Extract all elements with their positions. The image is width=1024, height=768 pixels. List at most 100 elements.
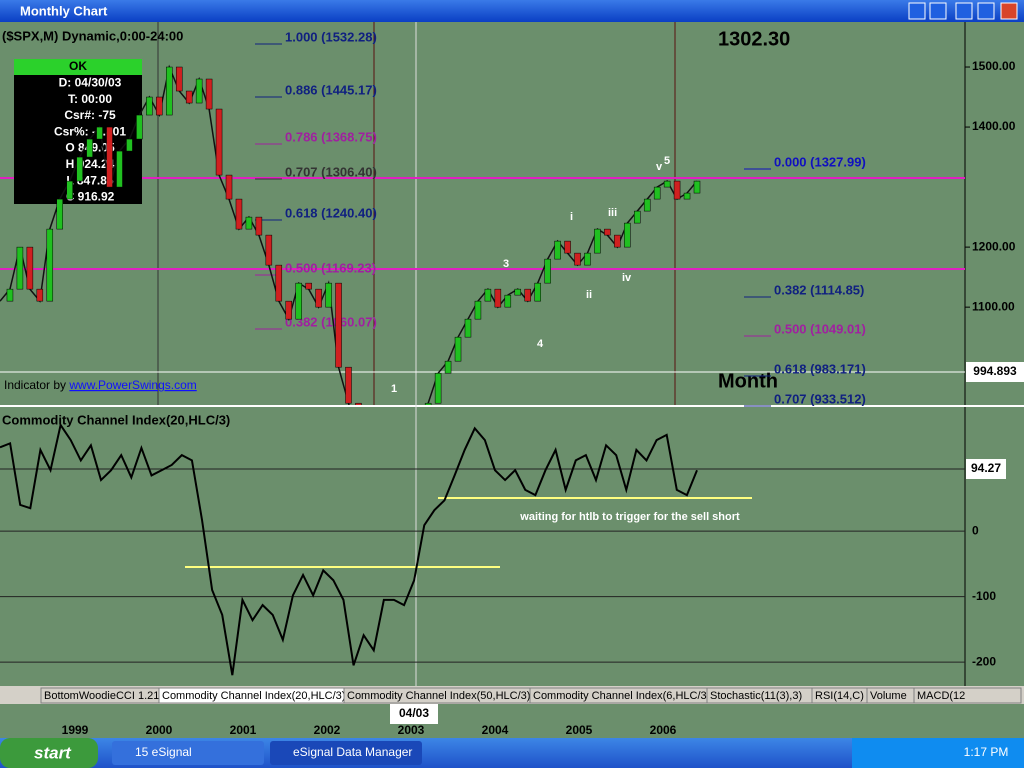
x-tick-label: 2001: [230, 723, 257, 737]
wave-label: 1: [391, 383, 397, 395]
candle: [6, 288, 14, 302]
restore[interactable]: [977, 2, 995, 20]
fib-label: 0.707 (933.512): [774, 391, 866, 406]
candle: [56, 198, 63, 230]
candle: [544, 258, 551, 284]
tab-label[interactable]: Volume: [870, 690, 907, 702]
fib-label: 0.886 (1445.17): [285, 82, 377, 97]
candle: [574, 252, 581, 266]
candle: [255, 216, 263, 236]
y-tick-label: -200: [972, 654, 996, 668]
tab-label[interactable]: MACD(12: [917, 690, 965, 702]
candle: [444, 360, 452, 374]
candle: [235, 198, 243, 230]
close[interactable]: [1000, 2, 1018, 20]
candle: [494, 288, 502, 308]
tab-label[interactable]: Commodity Channel Index(20,HLC/3): [162, 690, 345, 702]
task-label[interactable]: 15 eSignal: [135, 745, 192, 759]
tab-label[interactable]: Stochastic(11(3),3): [710, 690, 802, 702]
candle: [86, 138, 93, 158]
start-button[interactable]: [0, 738, 98, 768]
candle: [315, 288, 322, 308]
tab-label[interactable]: Commodity Channel Index(6,HLC/3): [533, 690, 710, 702]
info-line: Csr%: -1.801: [54, 124, 126, 138]
credit-link[interactable]: www.PowerSwings.com: [68, 378, 196, 392]
candle: [584, 252, 591, 266]
y-tick-label: 1500.00: [972, 59, 1016, 73]
fib-label: 0.618 (983.171): [774, 361, 866, 376]
candle: [683, 192, 691, 200]
candle: [185, 90, 193, 104]
tab-label[interactable]: BottomWoodieCCI 1.21: [44, 690, 159, 702]
cci-line: [0, 422, 698, 676]
candle: [166, 66, 173, 116]
x-tick-label: 1999: [62, 723, 89, 737]
candle: [673, 180, 681, 200]
candle: [634, 210, 641, 224]
fib-label: 0.707 (1306.40): [285, 164, 377, 179]
candle: [26, 246, 34, 290]
fib-label: 0.500 (1049.01): [774, 321, 866, 336]
wave-label: i: [570, 211, 573, 223]
candle: [693, 180, 701, 194]
y-tick-label: 1400.00: [972, 119, 1016, 133]
symbol: ($SPX,M) Dynamic,0:00-24:00: [2, 28, 183, 43]
tab-label[interactable]: RSI(14,C): [815, 690, 864, 702]
annotation: waiting for htlb to trigger for the sell…: [519, 511, 740, 523]
candle: [76, 156, 83, 182]
clock: 1:17 PM: [964, 745, 1009, 759]
candle: [96, 126, 103, 140]
candle: [604, 228, 611, 236]
tab-label[interactable]: Commodity Channel Index(50,HLC/3): [347, 690, 530, 702]
minimize[interactable]: [908, 2, 926, 20]
candle: [464, 318, 472, 338]
window-title: Monthly Chart: [20, 3, 108, 18]
candle: [225, 174, 233, 200]
task-button[interactable]: [270, 741, 422, 765]
y-tick-label: 1100.00: [972, 299, 1015, 313]
candle: [205, 78, 213, 110]
min-inner[interactable]: [955, 2, 973, 20]
wave-label: 4: [537, 338, 544, 350]
task-label[interactable]: eSignal Data Manager: [293, 745, 412, 759]
last-price: 1302.30: [718, 28, 790, 50]
task-button[interactable]: [112, 741, 264, 765]
candle: [195, 78, 203, 104]
x-tick-label: 2002: [314, 723, 341, 737]
candle: [116, 150, 123, 188]
candle: [146, 96, 153, 116]
chart-bg: [0, 22, 1024, 686]
candle: [215, 108, 223, 176]
candle: [653, 186, 661, 200]
candle: [524, 288, 531, 302]
start-label[interactable]: start: [34, 743, 72, 762]
tray: [852, 738, 1024, 768]
x-tick-label: 2006: [650, 723, 677, 737]
candle: [345, 366, 352, 404]
x-tick-label: 2005: [566, 723, 593, 737]
candle: [624, 222, 631, 248]
candle: [335, 282, 342, 368]
candle: [424, 402, 432, 405]
candle: [484, 288, 492, 302]
cci-title: Commodity Channel Index(20,HLC/3): [2, 412, 230, 427]
candle: [325, 282, 332, 308]
wave-label: 5: [664, 155, 670, 167]
cci-box: [966, 459, 1006, 479]
wave-label: iii: [608, 207, 617, 219]
title-bar: [0, 0, 1024, 22]
tab[interactable]: [913, 687, 1022, 704]
fib-label: 0.382 (1060.07): [285, 314, 377, 329]
candle: [534, 282, 541, 302]
candle: [66, 180, 73, 200]
y-tick-label: 0: [972, 523, 979, 537]
fib-label: 1.000 (1532.28): [285, 29, 377, 44]
candle: [554, 240, 561, 260]
info-line: OK: [69, 59, 87, 73]
price-series: [0, 64, 701, 405]
maximize[interactable]: [929, 2, 947, 20]
fib-label: 0.500 (1169.23): [285, 260, 376, 275]
cci-current: 94.27: [971, 461, 1001, 475]
candle: [136, 114, 143, 140]
